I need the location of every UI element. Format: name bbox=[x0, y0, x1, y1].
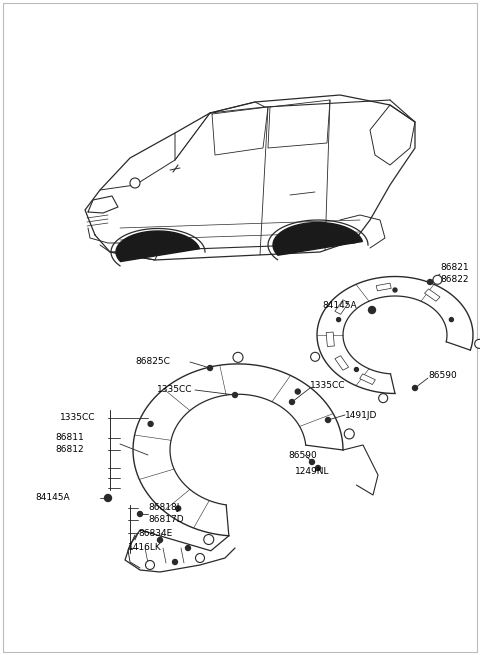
Circle shape bbox=[157, 538, 163, 542]
Circle shape bbox=[336, 318, 341, 322]
Circle shape bbox=[105, 495, 111, 502]
Polygon shape bbox=[424, 289, 440, 301]
Circle shape bbox=[310, 460, 314, 464]
Circle shape bbox=[315, 466, 321, 470]
Circle shape bbox=[232, 392, 238, 398]
Circle shape bbox=[233, 352, 243, 362]
Circle shape bbox=[204, 534, 214, 544]
Text: 86818J: 86818J bbox=[148, 504, 180, 512]
Polygon shape bbox=[376, 283, 391, 291]
Text: 84145A: 84145A bbox=[35, 493, 70, 502]
Circle shape bbox=[148, 421, 153, 426]
Circle shape bbox=[289, 400, 295, 405]
Circle shape bbox=[354, 367, 359, 371]
Circle shape bbox=[393, 288, 397, 292]
Text: 1249NL: 1249NL bbox=[295, 468, 329, 476]
Circle shape bbox=[311, 352, 320, 362]
Text: 86821: 86821 bbox=[440, 263, 468, 272]
Polygon shape bbox=[360, 374, 375, 384]
Text: 1335CC: 1335CC bbox=[157, 386, 192, 394]
Polygon shape bbox=[326, 332, 335, 346]
Text: 1335CC: 1335CC bbox=[310, 381, 346, 390]
Text: 86834E: 86834E bbox=[138, 529, 172, 538]
Circle shape bbox=[428, 280, 432, 284]
Polygon shape bbox=[273, 223, 362, 255]
Circle shape bbox=[412, 386, 418, 390]
Circle shape bbox=[295, 389, 300, 394]
Circle shape bbox=[325, 417, 331, 422]
Circle shape bbox=[379, 394, 388, 403]
Polygon shape bbox=[335, 356, 348, 370]
Circle shape bbox=[137, 512, 143, 517]
Polygon shape bbox=[335, 300, 348, 314]
Circle shape bbox=[475, 339, 480, 348]
Circle shape bbox=[185, 546, 191, 550]
Text: 1335CC: 1335CC bbox=[60, 413, 96, 422]
Polygon shape bbox=[116, 231, 200, 261]
Text: 86817D: 86817D bbox=[148, 515, 184, 525]
Circle shape bbox=[433, 275, 442, 284]
Circle shape bbox=[449, 318, 454, 322]
Text: 1416LK: 1416LK bbox=[128, 544, 162, 553]
Circle shape bbox=[172, 559, 178, 565]
Text: 86822: 86822 bbox=[440, 276, 468, 284]
Text: 1491JD: 1491JD bbox=[345, 411, 377, 419]
Text: 86812: 86812 bbox=[55, 445, 84, 455]
Circle shape bbox=[130, 178, 140, 188]
Circle shape bbox=[176, 506, 181, 511]
Circle shape bbox=[369, 307, 375, 314]
Text: 86590: 86590 bbox=[428, 371, 457, 379]
Circle shape bbox=[207, 365, 213, 371]
Circle shape bbox=[145, 561, 155, 569]
Text: 84145A: 84145A bbox=[322, 301, 357, 310]
Text: 86825C: 86825C bbox=[135, 358, 170, 367]
Text: 86590: 86590 bbox=[288, 451, 317, 460]
Circle shape bbox=[344, 429, 354, 439]
Text: 86811: 86811 bbox=[55, 434, 84, 443]
Circle shape bbox=[195, 553, 204, 563]
